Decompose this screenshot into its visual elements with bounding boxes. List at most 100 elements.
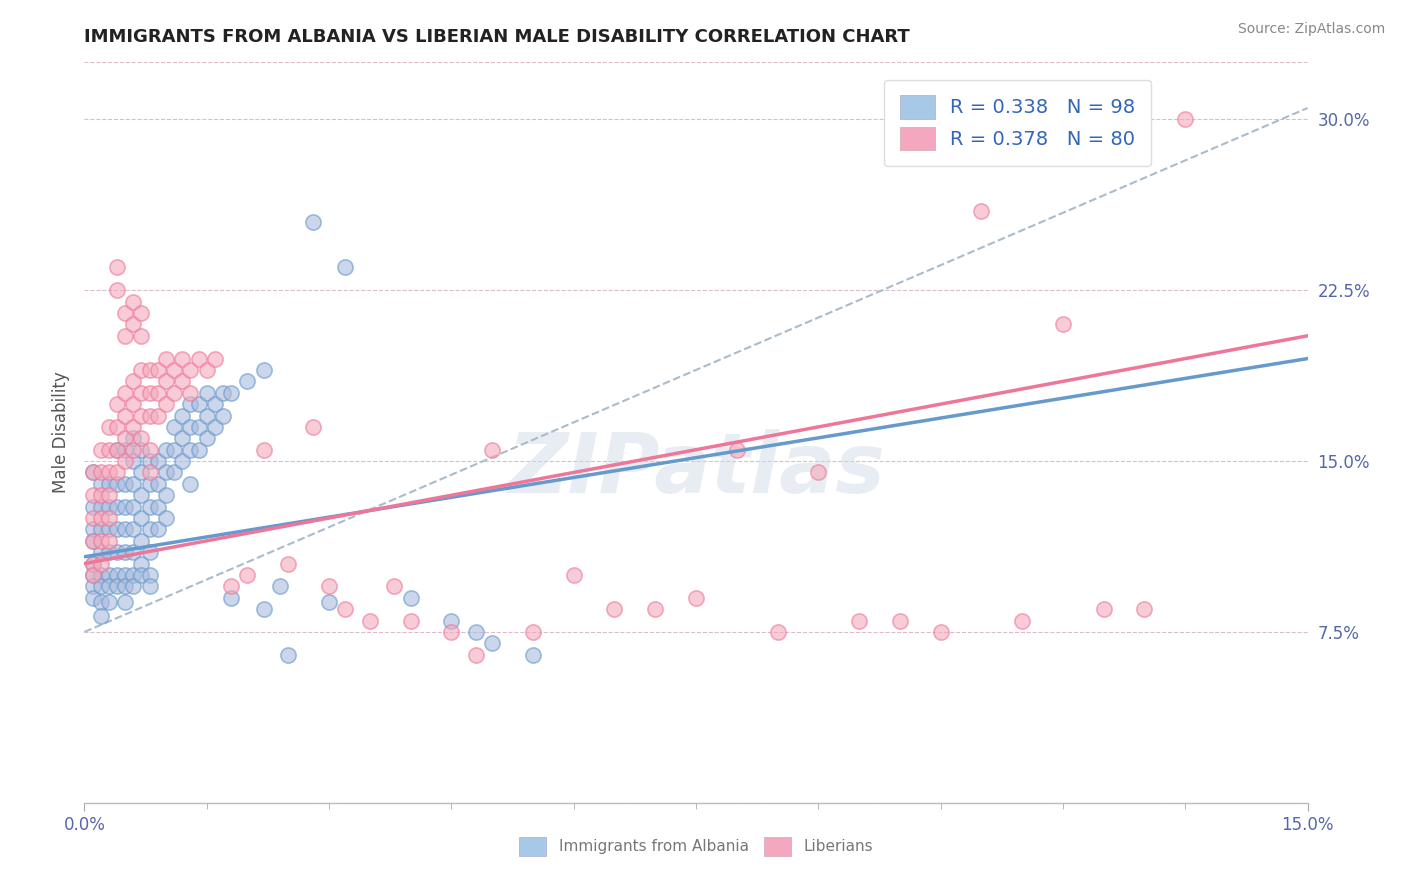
Point [131, 568, 153, 582]
Point [90, 523, 112, 537]
Point [131, 306, 153, 320]
Point [90, 442, 112, 457]
Point [155, 397, 177, 411]
Point [105, 579, 128, 593]
Point [105, 476, 128, 491]
Point [122, 431, 145, 445]
Point [114, 476, 136, 491]
Point [138, 466, 160, 480]
Point [114, 409, 136, 423]
Point [122, 294, 145, 309]
Point [97, 533, 120, 548]
Point [155, 511, 177, 525]
Point [131, 431, 153, 445]
Point [522, 648, 544, 662]
Point [219, 385, 242, 400]
Point [90, 595, 112, 609]
Text: IMMIGRANTS FROM ALBANIA VS LIBERIAN MALE DISABILITY CORRELATION CHART: IMMIGRANTS FROM ALBANIA VS LIBERIAN MALE… [84, 28, 910, 45]
Point [179, 385, 201, 400]
Point [138, 363, 160, 377]
Point [90, 545, 112, 559]
Point [122, 375, 145, 389]
Point [172, 375, 194, 389]
Point [301, 215, 323, 229]
Point [440, 614, 463, 628]
Point [253, 363, 276, 377]
Point [163, 363, 186, 377]
Point [97, 511, 120, 525]
Point [105, 523, 128, 537]
Point [204, 351, 226, 366]
Point [1052, 318, 1074, 332]
Point [122, 454, 145, 468]
Point [146, 385, 169, 400]
Point [114, 328, 136, 343]
Point [105, 568, 128, 582]
Point [146, 500, 169, 514]
Point [603, 602, 626, 616]
Point [464, 624, 486, 639]
Point [82, 568, 104, 582]
Point [122, 318, 145, 332]
Point [889, 614, 911, 628]
Point [155, 488, 177, 502]
Point [277, 648, 299, 662]
Point [105, 283, 128, 297]
Point [105, 397, 128, 411]
Point [1011, 614, 1033, 628]
Point [82, 500, 104, 514]
Point [138, 454, 160, 468]
Point [138, 568, 160, 582]
Point [236, 568, 259, 582]
Point [114, 385, 136, 400]
Point [97, 595, 120, 609]
Point [90, 511, 112, 525]
Point [172, 454, 194, 468]
Point [195, 385, 218, 400]
Point [82, 591, 104, 605]
Point [212, 409, 235, 423]
Point [82, 579, 104, 593]
Point [155, 466, 177, 480]
Point [105, 500, 128, 514]
Point [131, 511, 153, 525]
Point [90, 568, 112, 582]
Point [105, 260, 128, 275]
Point [122, 420, 145, 434]
Point [522, 624, 544, 639]
Point [114, 442, 136, 457]
Point [138, 545, 160, 559]
Point [382, 579, 405, 593]
Point [219, 579, 242, 593]
Point [131, 488, 153, 502]
Point [97, 476, 120, 491]
Point [82, 511, 104, 525]
Point [155, 351, 177, 366]
Point [163, 420, 186, 434]
Point [138, 523, 160, 537]
Point [172, 351, 194, 366]
Point [146, 476, 169, 491]
Point [195, 409, 218, 423]
Point [481, 636, 503, 650]
Point [179, 420, 201, 434]
Point [204, 420, 226, 434]
Point [318, 595, 340, 609]
Point [90, 557, 112, 571]
Point [562, 568, 585, 582]
Point [399, 614, 422, 628]
Point [219, 591, 242, 605]
Point [131, 557, 153, 571]
Point [187, 442, 209, 457]
Text: ZIPatlas: ZIPatlas [508, 429, 884, 510]
Point [131, 442, 153, 457]
Point [766, 624, 789, 639]
Point [90, 533, 112, 548]
Point [82, 466, 104, 480]
Point [179, 397, 201, 411]
Point [90, 488, 112, 502]
Point [685, 591, 707, 605]
Point [359, 614, 381, 628]
Point [179, 476, 201, 491]
Text: Source: ZipAtlas.com: Source: ZipAtlas.com [1237, 22, 1385, 37]
